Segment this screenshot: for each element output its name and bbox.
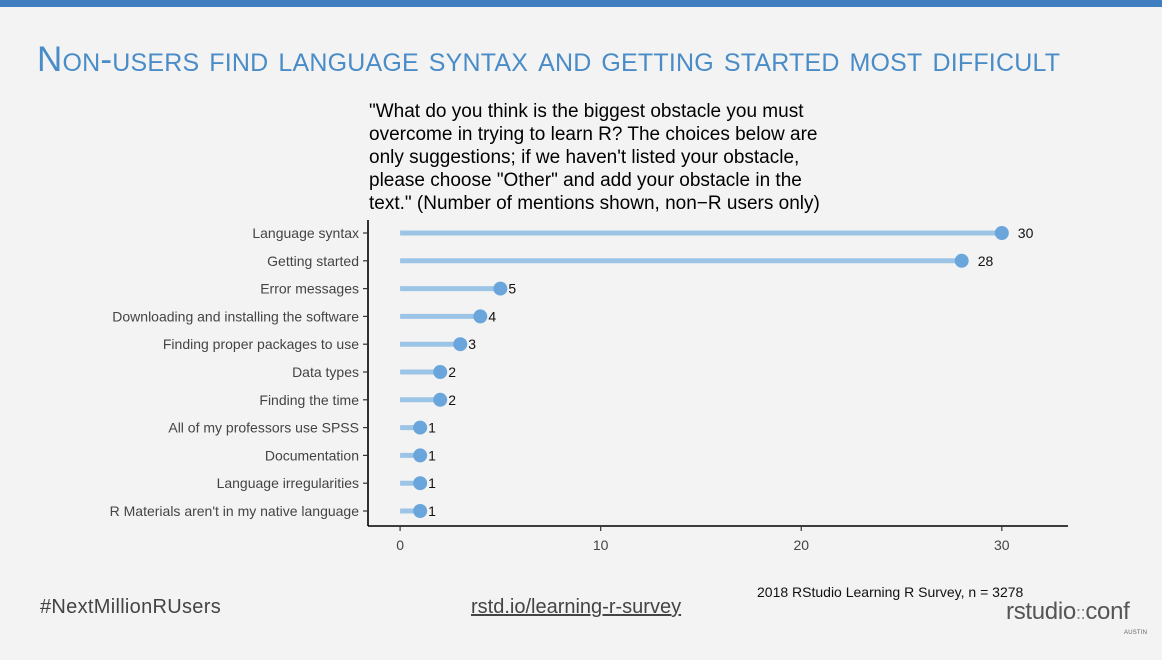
- lollipop-dot: [994, 226, 1009, 240]
- lollipop-dot: [473, 309, 488, 324]
- footer-hashtag: #NextMillionRUsers: [40, 596, 221, 618]
- chart-title-line: only suggestions; if we haven't listed y…: [369, 147, 799, 168]
- y-category-label: Language syntax: [252, 225, 359, 241]
- lollipop-dot: [413, 476, 428, 491]
- logo-main-text: rstudio: [1006, 598, 1076, 625]
- lollipop-dot: [433, 365, 448, 379]
- logo-tail-text: conf: [1085, 598, 1130, 625]
- data-label: 2: [448, 364, 456, 380]
- lollipop-dot: [433, 392, 448, 407]
- lollipop-dot: [954, 253, 969, 268]
- chart-title-line: "What do you think is the biggest obstac…: [369, 101, 804, 122]
- x-tick-label: 10: [593, 537, 609, 553]
- y-category-label: Downloading and installing the software: [112, 308, 359, 324]
- x-tick-label: 0: [396, 537, 404, 553]
- data-label: 30: [1018, 225, 1034, 241]
- lollipop-dot: [413, 448, 428, 463]
- data-label: 28: [978, 253, 994, 269]
- data-label: 4: [488, 308, 496, 324]
- y-category-label: R Materials aren't in my native language: [110, 503, 360, 519]
- data-label: 2: [448, 392, 456, 408]
- slide-title: Non-users find language syntax and getti…: [37, 40, 1061, 79]
- x-tick-label: 20: [793, 537, 809, 553]
- y-category-label: Data types: [292, 364, 359, 380]
- footer-survey-link[interactable]: rstd.io/learning-r-survey: [471, 596, 682, 618]
- data-label: 5: [508, 281, 516, 297]
- chart-title-line: overcome in trying to learn R? The choic…: [369, 124, 818, 145]
- lollipop-dot: [453, 337, 468, 352]
- x-tick-label: 30: [994, 537, 1010, 553]
- data-label: 1: [428, 447, 436, 463]
- chart-title-line: text." (Number of mentions shown, non−R …: [369, 193, 820, 214]
- y-category-label: Getting started: [267, 253, 359, 269]
- data-label: 1: [428, 503, 436, 519]
- lollipop-dot: [413, 420, 428, 435]
- lollipop-dot: [413, 504, 428, 518]
- lollipop-dot: [493, 281, 508, 296]
- y-category-label: Finding proper packages to use: [163, 336, 359, 352]
- logo-subtitle: AUSTIN: [1124, 630, 1148, 636]
- source-note: 2018 RStudio Learning R Survey, n = 3278: [757, 584, 1024, 600]
- rstudio-conf-logo: rstudio::conf: [1006, 598, 1130, 626]
- y-category-label: Error messages: [260, 281, 359, 297]
- logo-separator: ::: [1075, 603, 1086, 623]
- y-category-label: Language irregularities: [217, 475, 359, 491]
- y-category-label: Finding the time: [259, 392, 359, 408]
- chart-title-line: please choose "Other" and add your obsta…: [369, 170, 802, 191]
- data-label: 1: [428, 420, 436, 436]
- y-category-label: Documentation: [265, 447, 359, 463]
- y-category-label: All of my professors use SPSS: [168, 420, 359, 436]
- data-label: 3: [468, 336, 476, 352]
- data-label: 1: [428, 475, 436, 491]
- top-accent-bar: [0, 0, 1162, 7]
